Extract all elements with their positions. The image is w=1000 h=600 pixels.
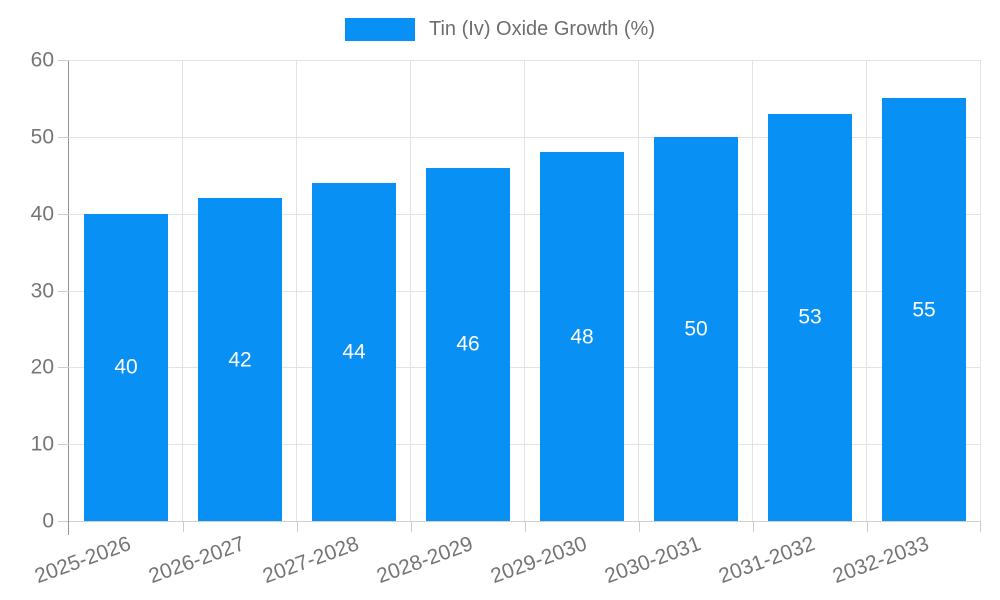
x-tick: [525, 521, 526, 532]
x-axis-label-text: 2025-2026: [31, 532, 134, 589]
x-gridline: [410, 60, 411, 521]
y-tick: [58, 290, 69, 292]
y-tick: [58, 367, 69, 369]
y-tick: [58, 136, 69, 138]
y-axis-label: 30: [30, 279, 54, 302]
legend-label: Tin (Iv) Oxide Growth (%): [429, 18, 655, 40]
x-axis-label-text: 2026-2027: [145, 532, 248, 589]
legend-item-tin-oxide[interactable]: Tin (Iv) Oxide Growth (%): [0, 18, 1000, 41]
x-gridline: [182, 60, 183, 521]
y-tick: [58, 521, 69, 522]
bar-value-label: 40: [114, 355, 138, 379]
bar-2029-2030[interactable]: 48: [540, 152, 624, 521]
y-axis-label: 20: [30, 355, 54, 379]
bar-2026-2027[interactable]: 42: [198, 198, 282, 521]
x-tick: [639, 521, 640, 532]
bar-2025-2026[interactable]: 40: [84, 213, 168, 521]
bar-value-label: 50: [684, 317, 708, 341]
x-tick: [183, 521, 184, 532]
plot-area: 0 10 20 30 40 50 60 40 2025-2026 42 2026-2027 44 202…: [31, 50, 981, 588]
x-tick: [411, 521, 412, 532]
x-axis-label-text: 2032-2033: [829, 532, 932, 589]
bar-value-label: 55: [912, 298, 936, 322]
y-tick: [58, 444, 69, 446]
x-axis-label-text: 2030-2031: [601, 532, 704, 589]
bar-value-label: 44: [342, 340, 366, 364]
bar-2030-2031[interactable]: 50: [654, 136, 738, 521]
x-gridline: [752, 60, 753, 521]
y-gridline: [69, 213, 981, 215]
x-gridline: [296, 60, 297, 521]
bar-2028-2029[interactable]: 46: [426, 167, 510, 521]
x-gridline: [980, 60, 981, 521]
x-axis-label-text: 2031-2032: [715, 532, 818, 589]
y-gridline: [69, 60, 981, 61]
x-tick: [297, 521, 298, 532]
bar-2027-2028[interactable]: 44: [312, 182, 396, 521]
x-axis-label-text: 2028-2029: [373, 532, 476, 589]
x-axis-label-text: 2027-2028: [259, 532, 362, 589]
y-gridline: [69, 367, 981, 369]
y-tick: [58, 60, 69, 61]
y-gridline: [69, 444, 981, 446]
bar-value-label: 46: [456, 332, 480, 356]
y-tick: [58, 213, 69, 215]
bar-value-label: 48: [570, 325, 594, 349]
y-axis-label: 40: [30, 202, 54, 226]
x-tick: [68, 521, 69, 535]
y-axis-label: 10: [30, 432, 54, 456]
legend-swatch: [345, 18, 416, 41]
bar-value-label: 53: [798, 305, 822, 329]
y-gridline: [69, 290, 981, 292]
x-axis-label-text: 2029-2030: [487, 532, 590, 589]
x-tick: [980, 521, 981, 532]
y-axis-label: 50: [30, 125, 54, 149]
y-axis-label: 60: [30, 48, 54, 72]
x-gridline: [866, 60, 867, 521]
x-tick: [867, 521, 868, 532]
bar-2032-2033[interactable]: 55: [882, 98, 966, 521]
x-tick: [753, 521, 754, 532]
x-gridline: [524, 60, 525, 521]
bar-2031-2032[interactable]: 53: [768, 113, 852, 521]
y-axis-label: 0: [42, 509, 54, 533]
y-gridline: [69, 136, 981, 138]
x-gridline: [638, 60, 639, 521]
bar-value-label: 42: [228, 348, 252, 372]
